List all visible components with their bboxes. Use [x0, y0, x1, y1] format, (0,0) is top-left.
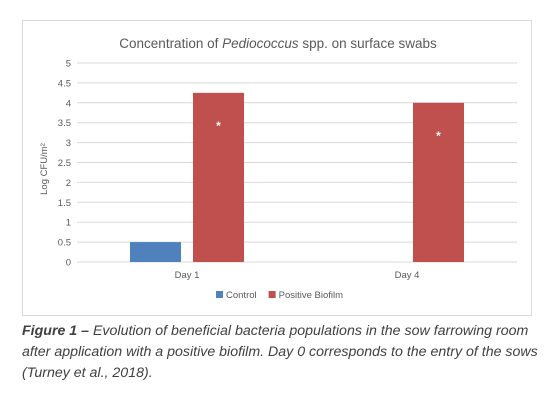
legend-label: Control [226, 290, 257, 301]
y-tick-label: 4 [66, 98, 71, 109]
y-tick-label: 0.5 [58, 238, 71, 249]
y-tick-label: 5 [66, 59, 71, 70]
figure-label: Figure 1 – [22, 323, 90, 339]
bar-control-day-1 [130, 242, 181, 262]
y-tick-label: 2.5 [58, 158, 71, 169]
chart-frame: Concentration of Pediococcus spp. on sur… [22, 20, 532, 316]
y-tick-label: 4.5 [58, 78, 71, 89]
legend: Control Positive Biofilm [216, 290, 343, 301]
bars: ** [130, 92, 464, 262]
y-tick-label: 3.5 [58, 118, 71, 129]
legend-swatch [216, 291, 223, 298]
figure-caption-text: Evolution of beneficial bacteria populat… [22, 323, 538, 381]
significance-marker: * [216, 119, 221, 133]
bar-positive-biofilm-day-1 [193, 92, 244, 262]
legend-swatch [268, 291, 276, 298]
chart-title: Concentration of Pediococcus spp. on sur… [119, 36, 437, 51]
y-tick-label: 2 [66, 178, 71, 189]
y-tick-labels: 0 0.5 1 1.5 2 2.5 3 3.5 4 4.5 5 [58, 59, 71, 269]
y-tick-label: 3 [66, 138, 71, 149]
legend-label: Positive Biofilm [279, 290, 343, 301]
y-tick-label: 1 [66, 218, 71, 229]
chart: Concentration of Pediococcus spp. on sur… [39, 36, 517, 301]
x-tick-label: Day 1 [175, 270, 200, 281]
y-tick-label: 1.5 [58, 198, 71, 209]
y-tick-label: 0 [66, 258, 71, 269]
x-tick-label: Day 4 [395, 270, 420, 281]
bar-positive-biofilm-day-4 [413, 102, 464, 262]
figure-caption: Figure 1 – Evolution of beneficial bacte… [22, 321, 542, 384]
significance-marker: * [436, 129, 441, 143]
x-tick-labels: Day 1 Day 4 [175, 270, 420, 281]
y-axis-label: Log CFU/m² [39, 143, 50, 195]
